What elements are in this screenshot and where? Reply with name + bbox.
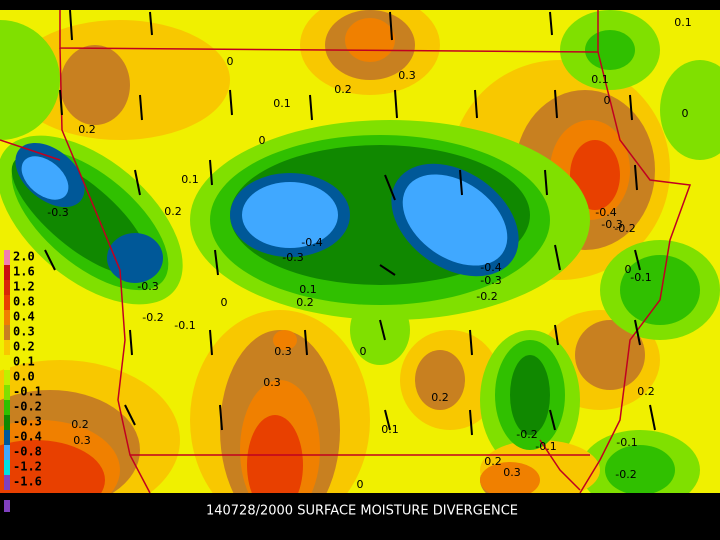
contour-label: 0.2 [431, 391, 449, 404]
contour-label: -0.3 [601, 218, 622, 231]
legend-label: 0.1 [13, 355, 35, 369]
contour-label: 0 [604, 94, 611, 107]
legend-label: 1.6 [13, 265, 35, 279]
contour-label: -0.4 [595, 206, 616, 219]
contour-label: -0.4 [480, 261, 501, 274]
contour-label: 0.2 [637, 385, 655, 398]
contour-label: -0.2 [614, 222, 635, 235]
contour-label: -0.1 [630, 271, 651, 284]
contour-label: 0.1 [674, 16, 692, 29]
contour-label: -0.3 [47, 206, 68, 219]
contour-label: 0 [357, 478, 364, 491]
contour-label: -0.2 [476, 290, 497, 303]
legend-label: -0.4 [13, 430, 42, 444]
contour-label: 0 [259, 134, 266, 147]
legend-label: 2.0 [13, 250, 35, 264]
contour-label: -0.3 [137, 280, 158, 293]
contour-label: -0.2 [615, 468, 636, 481]
contour-label: 0.3 [263, 376, 281, 389]
legend-swatch [4, 355, 10, 370]
legend: 2.01.61.20.80.40.30.20.10.0-0.1-0.2-0.3-… [4, 250, 42, 490]
legend-label: 1.2 [13, 280, 35, 294]
contour-label: 0.1 [273, 97, 291, 110]
legend-swatch [4, 415, 10, 430]
contour-label: 0 [625, 263, 632, 276]
contour-label: 0.1 [181, 173, 199, 186]
legend-label: -0.8 [13, 445, 42, 459]
legend-swatch [4, 340, 10, 355]
contour-label: 0 [360, 345, 367, 358]
legend-label: -0.1 [13, 385, 42, 399]
legend-tail [4, 500, 10, 512]
contour-label: -0.1 [174, 319, 195, 332]
legend-swatch [4, 280, 10, 295]
contour-label: 0.3 [398, 69, 416, 82]
legend-swatch [4, 430, 10, 445]
contour-label: 0 [682, 107, 689, 120]
legend-label: 0.3 [13, 325, 35, 339]
contour-label: -0.1 [535, 440, 556, 453]
contour-label: 0.2 [296, 296, 314, 309]
legend-swatch [4, 460, 10, 475]
legend-swatch [4, 385, 10, 400]
legend-label: -0.3 [13, 415, 42, 429]
legend-label: 0.0 [13, 370, 35, 384]
legend-label: -0.2 [13, 400, 42, 414]
legend-swatch [4, 325, 10, 340]
contour-label: 0.1 [591, 73, 609, 86]
contour-label: 0 [221, 296, 228, 309]
contour-label: 0.3 [73, 434, 91, 447]
legend-label: 0.4 [13, 310, 35, 324]
contour-label: -0.3 [282, 251, 303, 264]
contour-label: 0.3 [274, 345, 292, 358]
contour-label: 0.1 [381, 423, 399, 436]
legend-swatch [4, 250, 10, 265]
contour-label: 0.3 [503, 466, 521, 479]
contour-label: 0.2 [164, 205, 182, 218]
contour-label: -0.3 [480, 274, 501, 287]
legend-swatch [4, 400, 10, 415]
contour-label: 0.1 [299, 283, 317, 296]
contour-label: 0.2 [78, 123, 96, 136]
contour-label: -0.4 [301, 236, 322, 249]
contour-label: 0.2 [484, 455, 502, 468]
legend-swatch [4, 370, 10, 385]
contour-labels: 0.100.30.20.10.1000.200.10.2-0.3-0.4-0.3… [47, 16, 691, 491]
caption: 140728/2000 SURFACE MOISTURE DIVERGENCE [206, 504, 518, 519]
contour-label: 0.2 [334, 83, 352, 96]
contour-label: -0.2 [516, 428, 537, 441]
legend-swatch [4, 445, 10, 460]
contour-label: 0 [227, 55, 234, 68]
legend-swatch [4, 310, 10, 325]
legend-swatch [4, 295, 10, 310]
contour-label: 0.2 [71, 418, 89, 431]
legend-label: -1.2 [13, 460, 42, 474]
legend-swatch [4, 475, 10, 490]
legend-swatch [4, 265, 10, 280]
legend-label: -1.6 [13, 475, 42, 489]
legend-label: 0.8 [13, 295, 35, 309]
contour-label: -0.2 [142, 311, 163, 324]
legend-label: 0.2 [13, 340, 35, 354]
contour-label: -0.1 [616, 436, 637, 449]
